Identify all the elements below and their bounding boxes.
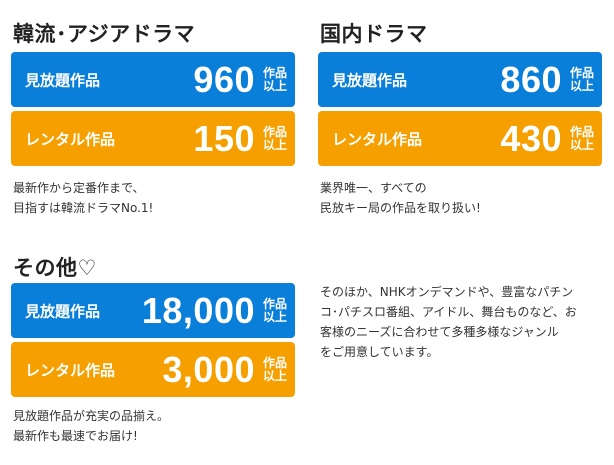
domestic-section-title: 国内ドラマ [320,22,428,46]
korean-unlimited-count: 960 [193,58,255,100]
korean-section-title: 韓流･アジアドラマ [13,22,196,46]
other-unlimited-card: 見放題作品 18,000 作品 以上 [11,283,295,338]
other-rental-label: レンタル作品 [25,361,116,379]
domestic-rental-unit: 作品 以上 [569,124,594,152]
other-rental-unit: 作品 以上 [262,355,287,383]
other-rental-card: レンタル作品 3,000 作品 以上 [11,342,295,397]
korean-unlimited-unit: 作品 以上 [262,65,287,93]
domestic-rental-label: レンタル作品 [332,130,423,148]
korean-rental-label: レンタル作品 [25,130,116,148]
domestic-description: 業界唯一、すべての 民放キー局の作品を取り扱い! [320,181,481,215]
domestic-unlimited-unit: 作品 以上 [569,65,594,93]
other-extra-description: そのほか、NHKオンデマンドや、豊富なパチン コ･パチスロ番組、アイドル、舞台も… [320,285,577,359]
other-unlimited-label: 見放題作品 [25,302,101,320]
korean-rental-count: 150 [193,117,255,159]
domestic-unlimited-label: 見放題作品 [332,71,408,89]
domestic-unlimited-card: 見放題作品 860 作品 以上 [318,52,602,107]
other-rental-count: 3,000 [162,348,255,390]
other-section-title: その他♡ [13,256,97,280]
other-description: 見放題作品が充実の品揃え。 最新作も最速でお届け! [13,409,170,443]
korean-rental-unit: 作品 以上 [262,124,287,152]
korean-unlimited-label: 見放題作品 [25,71,101,89]
domestic-rental-count: 430 [500,117,562,159]
other-unlimited-unit: 作品 以上 [262,296,287,324]
other-unlimited-count: 18,000 [141,289,255,331]
korean-unlimited-card: 見放題作品 960 作品 以上 [11,52,295,107]
korean-description: 最新作から定番作まで、 目指すは韓流ドラマNo.1! [13,181,154,215]
domestic-rental-card: レンタル作品 430 作品 以上 [318,111,602,166]
domestic-unlimited-count: 860 [500,58,562,100]
korean-rental-card: レンタル作品 150 作品 以上 [11,111,295,166]
